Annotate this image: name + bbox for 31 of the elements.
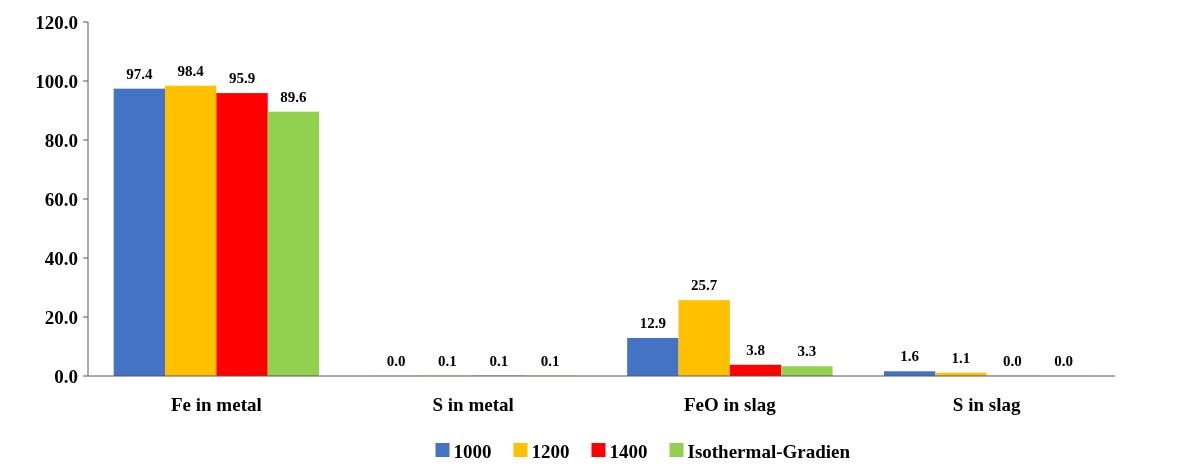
data-label: 3.8 [746, 341, 765, 358]
legend-label: 1200 [531, 440, 570, 462]
data-label: 95.9 [228, 70, 256, 87]
data-label: 25.7 [691, 277, 718, 294]
data-label: 1.6 [900, 348, 920, 365]
x-tick-label: Fe in metal [170, 394, 262, 415]
y-tick-label: 100.0 [35, 70, 78, 92]
data-label: 3.3 [797, 343, 817, 360]
data-label: 0.1 [438, 352, 457, 369]
y-tick-label: 60.0 [44, 188, 78, 210]
x-tick-label: S in slag [952, 394, 1021, 415]
x-tick-label: FeO in slag [683, 394, 777, 415]
legend-label: 1400 [609, 440, 648, 462]
data-label: 1.1 [951, 349, 971, 366]
y-tick-label: 20.0 [44, 306, 78, 328]
data-label: 0.0 [1002, 352, 1022, 369]
legend-label: 1000 [453, 440, 492, 462]
data-label: 0.0 [386, 352, 406, 369]
legend-label: Isothermal-Gradien [687, 440, 851, 462]
data-label: 89.6 [280, 88, 308, 105]
x-tick-label: S in metal [432, 394, 514, 415]
data-label: 0.1 [540, 352, 560, 369]
data-label: 12.9 [639, 314, 666, 331]
data-label: 0.0 [1054, 352, 1074, 369]
data-label: 97.4 [126, 65, 153, 82]
y-tick-label: 40.0 [44, 247, 78, 269]
y-tick-label: 80.0 [44, 129, 78, 151]
data-label: 98.4 [177, 62, 205, 79]
data-label: 0.1 [489, 352, 509, 369]
y-tick-label: 0.0 [54, 365, 78, 387]
y-tick-label: 120.0 [35, 11, 78, 33]
